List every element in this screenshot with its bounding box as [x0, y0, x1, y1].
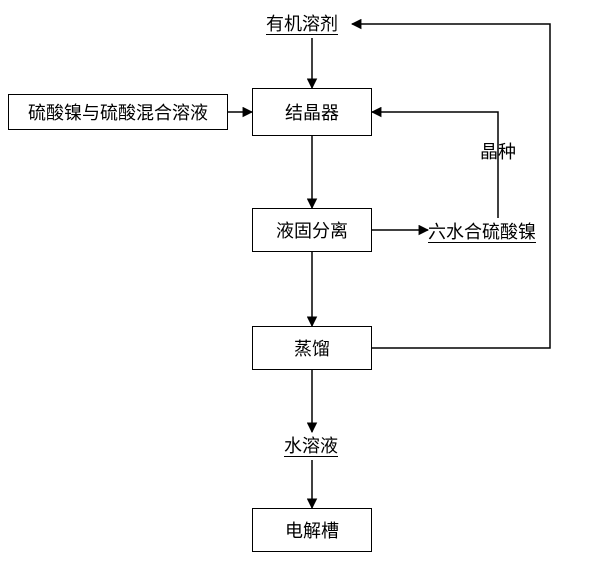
electrolytic-cell-text: 电解槽 — [285, 517, 339, 543]
distillation-text: 蒸馏 — [294, 335, 330, 361]
distillation-box: 蒸馏 — [252, 326, 372, 370]
separation-box: 液固分离 — [252, 208, 372, 252]
organic-solvent-label: 有机溶剂 — [252, 10, 352, 36]
separation-text: 液固分离 — [276, 217, 348, 243]
crystallizer-text: 结晶器 — [285, 99, 339, 125]
flowchart-edges — [0, 0, 600, 568]
seed-label: 晶种 — [468, 138, 528, 164]
feed-input-text: 硫酸镍与硫酸混合溶液 — [28, 99, 208, 125]
aqueous-label: 水溶液 — [266, 432, 356, 458]
crystallizer-box: 结晶器 — [252, 88, 372, 136]
hexahydrate-label: 六水合硫酸镍 — [428, 218, 578, 244]
feed-input-box: 硫酸镍与硫酸混合溶液 — [8, 94, 228, 130]
electrolytic-cell-box: 电解槽 — [252, 508, 372, 552]
